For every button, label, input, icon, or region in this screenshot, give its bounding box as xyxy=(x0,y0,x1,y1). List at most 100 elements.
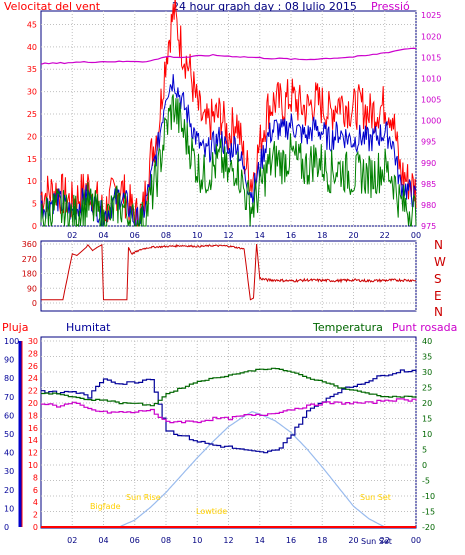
wind-x-tick: 22 xyxy=(380,231,390,240)
direction-grid xyxy=(41,241,417,311)
rain-y-tick: 16 xyxy=(28,424,38,433)
rain-y-tick: 26 xyxy=(28,362,38,371)
rain-y-tick: 2 xyxy=(33,511,38,520)
lower-x-tick: 22 xyxy=(380,536,390,545)
lower-x-tick: 04 xyxy=(98,536,108,545)
wind-y-tick: 25 xyxy=(27,110,37,119)
lowtide-label: Lowtide xyxy=(196,507,227,516)
lower-x-tick: 08 xyxy=(161,536,171,545)
direction-y-tick: 0 xyxy=(32,299,37,308)
wind-x-tick: 18 xyxy=(317,231,327,240)
pressure-y-tick: 1015 xyxy=(421,53,441,62)
temperature-y-tick: 20 xyxy=(422,399,432,408)
pressure-y-tick: 1025 xyxy=(421,11,441,20)
wind-series xyxy=(40,0,417,228)
direction-y-tick: 270 xyxy=(22,255,37,264)
temperature-legend: Temperatura xyxy=(312,321,383,334)
rain-y-tick: 10 xyxy=(28,461,38,470)
wind-y-tick: 0 xyxy=(32,222,37,231)
wind-x-tick: 12 xyxy=(223,231,233,240)
humidity-y-tick: 50 xyxy=(4,430,14,439)
compass-s: S xyxy=(434,272,442,286)
direction-y-tick: 90 xyxy=(27,284,37,293)
lower-x-tick: 06 xyxy=(130,536,140,545)
temperature-y-tick: 25 xyxy=(422,384,432,393)
compass-w: W xyxy=(434,255,446,269)
wind-x-tick: 04 xyxy=(98,231,108,240)
rain-y-tick: 30 xyxy=(28,337,38,346)
temperature-y-tick: -20 xyxy=(422,523,435,532)
temperature-y-tick: 5 xyxy=(422,446,427,455)
wind-x-tick: 06 xyxy=(130,231,140,240)
compass-e: E xyxy=(434,289,442,303)
rain-y-tick: 24 xyxy=(28,374,38,383)
pressure-title: Pressió xyxy=(371,0,410,13)
wind-x-tick: 14 xyxy=(255,231,265,240)
direction-panel xyxy=(40,240,417,312)
graph-title: 24 hour graph day : 08 Julio 2015 xyxy=(172,0,357,13)
temperature-y-tick: 15 xyxy=(422,415,432,424)
humidity-y-tick: 10 xyxy=(4,504,14,513)
lower-x-tick: 00 xyxy=(411,536,421,545)
humidity-y-tick: 70 xyxy=(4,393,14,402)
temperature-y-tick: 40 xyxy=(422,337,432,346)
rain-y-tick: 20 xyxy=(28,399,38,408)
lower-x-tick: 10 xyxy=(192,536,202,545)
rain-y-tick: 6 xyxy=(33,486,38,495)
pressure-y-tick: 975 xyxy=(421,222,436,231)
temperature-y-tick: 35 xyxy=(422,353,432,362)
temperature-y-tick: -15 xyxy=(422,508,435,517)
solar-curve xyxy=(118,411,386,528)
wind-y-tick: 45 xyxy=(27,20,37,29)
humidity-y-tick: 100 xyxy=(4,337,19,346)
temperature-y-tick: 0 xyxy=(422,461,427,470)
rain-y-tick: 18 xyxy=(28,411,38,420)
pressure-y-tick: 990 xyxy=(421,159,436,168)
lower-x-tick: 02 xyxy=(67,536,77,545)
compass-n-top: N xyxy=(434,238,443,252)
wind-y-tick: 15 xyxy=(27,155,37,164)
direction-series xyxy=(41,243,417,301)
humidity-y-tick: 80 xyxy=(4,374,14,383)
humidity-y-tick: 60 xyxy=(4,411,14,420)
lower-x-tick: 14 xyxy=(255,536,265,545)
sunrise-label: Sun Rise xyxy=(126,493,161,502)
rain-y-tick: 8 xyxy=(33,473,38,482)
wind-y-tick: 5 xyxy=(32,200,37,209)
direction-axes: 0 90 180 270 360 xyxy=(22,240,37,308)
temperature-y-tick: -5 xyxy=(422,477,430,486)
pressure-y-tick: 1010 xyxy=(421,74,441,83)
wind-x-tick: 00 xyxy=(411,231,421,240)
pressure-y-tick: 980 xyxy=(421,201,436,210)
rain-y-tick: 22 xyxy=(28,387,38,396)
sunset-label: Sun Set xyxy=(360,493,391,502)
wind-y-tick: 35 xyxy=(27,65,37,74)
wind-y-tick: 40 xyxy=(27,43,37,52)
humidity-y-tick: 30 xyxy=(4,467,14,476)
compass-n-bottom: N xyxy=(434,305,443,319)
lower-x-tick: 12 xyxy=(223,536,233,545)
pressure-y-tick: 995 xyxy=(421,138,436,147)
lower-x-tick: 20 xyxy=(348,536,358,545)
wind-x-tick: 16 xyxy=(286,231,296,240)
wind-direction-line xyxy=(41,243,417,301)
wind-y-tick: 30 xyxy=(27,88,37,97)
humidity-y-tick: 20 xyxy=(4,486,14,495)
wind-x-tick: 10 xyxy=(192,231,202,240)
wind-y-tick: 20 xyxy=(27,132,37,141)
rain-y-tick: 4 xyxy=(33,498,38,507)
pressure-y-tick: 985 xyxy=(421,180,436,189)
wind-average-line xyxy=(40,74,417,227)
wind-x-tick: 08 xyxy=(161,231,171,240)
wind-low-line xyxy=(40,94,417,228)
humidity-y-tick: 0 xyxy=(4,523,9,532)
rain-y-tick: 28 xyxy=(28,349,38,358)
humidity-y-tick: 90 xyxy=(4,356,14,365)
wind-x-tick: 02 xyxy=(67,231,77,240)
dewpoint-legend: Punt rosada xyxy=(392,321,457,334)
bottom-sunset-label: Sun Set xyxy=(361,537,392,546)
direction-y-tick: 360 xyxy=(22,240,37,249)
rain-y-tick: 12 xyxy=(28,449,38,458)
pressure-y-tick: 1020 xyxy=(421,32,441,41)
